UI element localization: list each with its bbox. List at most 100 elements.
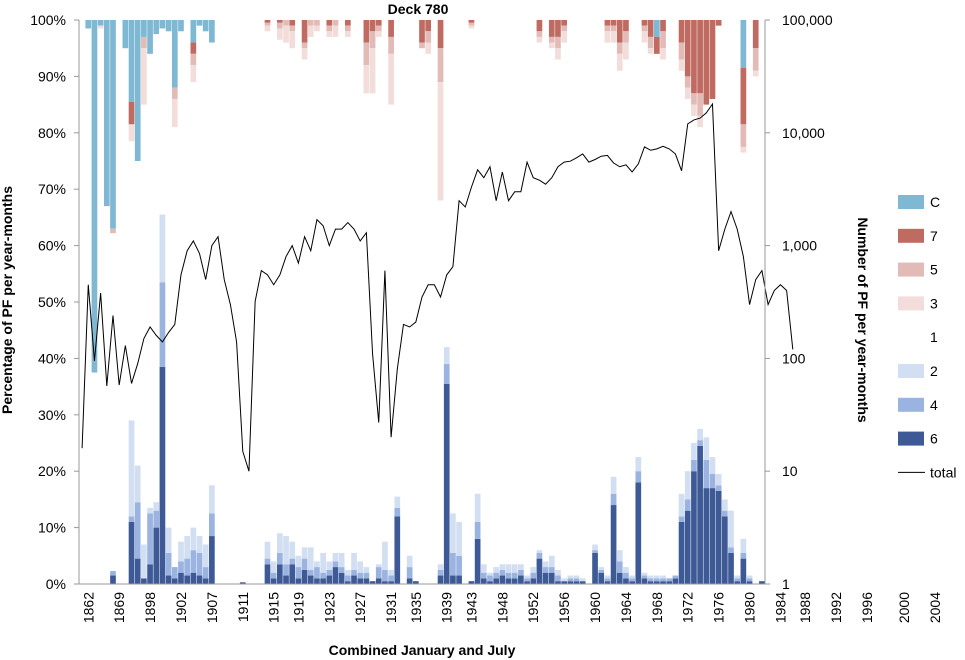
legend-swatch-5 xyxy=(898,262,924,277)
bar-segment-2 xyxy=(196,536,203,553)
bar-segment-6 xyxy=(542,572,549,584)
bar-segment-5 xyxy=(326,25,333,32)
bar-segment-6 xyxy=(369,581,376,584)
x-tick-label: 2004 xyxy=(927,592,943,623)
bar-segment-7 xyxy=(610,20,617,26)
legend-label-total: total xyxy=(930,464,956,480)
legend-swatch-C xyxy=(898,195,924,209)
bar-segment-6 xyxy=(270,578,277,584)
legend-label-4: 4 xyxy=(930,397,938,413)
bar-segment-7 xyxy=(697,20,703,94)
bar-segment-4 xyxy=(499,569,506,576)
bar-segment-C xyxy=(110,20,116,229)
bar-segment-4 xyxy=(382,569,388,582)
bar-segment-4 xyxy=(184,558,190,576)
bar-segment-4 xyxy=(654,578,660,582)
bar-segment-C xyxy=(202,20,209,32)
bar-segment-2 xyxy=(542,561,549,568)
bar-segment-2 xyxy=(209,485,215,514)
bar-segment-3 xyxy=(604,31,611,43)
bar-segment-6 xyxy=(684,510,691,584)
bar-segment-5 xyxy=(555,36,561,49)
bar-segment-2 xyxy=(344,569,351,576)
bar-segment-2 xyxy=(579,578,586,582)
bar-segment-6 xyxy=(505,578,512,584)
bar-segment-2 xyxy=(141,544,147,579)
bar-segment-3 xyxy=(548,42,555,49)
bar-segment-4 xyxy=(709,474,716,489)
bar-segment-5 xyxy=(561,25,567,32)
bar-segment-5 xyxy=(548,36,555,43)
bar-segment-4 xyxy=(746,578,753,582)
bar-segment-2 xyxy=(307,547,314,570)
bar-segment-3 xyxy=(363,65,370,94)
x-tick-label: 1996 xyxy=(859,592,875,623)
bar-segment-5 xyxy=(190,53,197,66)
bar-segment-2 xyxy=(548,555,555,568)
bar-segment-4 xyxy=(542,567,549,573)
bar-segment-2 xyxy=(499,564,506,570)
bar-segment-3 xyxy=(536,36,543,43)
bar-segment-4 xyxy=(320,572,326,579)
x-tick-label: 1952 xyxy=(525,592,541,623)
bar-segment-5 xyxy=(344,25,351,32)
bar-segment-2 xyxy=(202,544,209,568)
bar-segment-6 xyxy=(332,567,339,584)
bar-segment-2 xyxy=(147,507,153,514)
left-tick-label: 10% xyxy=(38,520,66,536)
bar-segment-7 xyxy=(264,20,271,23)
bar-segment-3 xyxy=(369,48,376,94)
bar-segment-7 xyxy=(740,67,747,125)
bar-segment-6 xyxy=(555,581,561,584)
bar-segment-2 xyxy=(332,552,339,562)
bar-segment-5 xyxy=(641,25,648,32)
bar-segment-4 xyxy=(684,499,691,511)
bar-segment-4 xyxy=(480,572,487,579)
legend-label-6: 6 xyxy=(930,431,938,447)
bar-segment-4 xyxy=(153,510,160,528)
bar-segment-6 xyxy=(141,578,147,584)
bar-segment-4 xyxy=(641,575,648,579)
bar-segment-7 xyxy=(277,20,283,23)
x-tick-label: 1927 xyxy=(352,592,368,623)
x-tick-label: 1980 xyxy=(742,592,758,623)
bar-segment-6 xyxy=(709,488,716,584)
bar-segment-4 xyxy=(406,567,413,579)
bar-segment-4 xyxy=(147,513,153,565)
bar-segment-6 xyxy=(666,581,673,584)
bar-segment-4 xyxy=(728,547,734,553)
bar-segment-7 xyxy=(437,20,444,49)
left-tick-label: 40% xyxy=(38,350,66,366)
bar-segment-3 xyxy=(289,31,296,49)
bar-segment-3 xyxy=(190,65,197,83)
bar-segment-4 xyxy=(388,575,394,582)
bar-segment-3 xyxy=(660,48,666,60)
bar-segment-C xyxy=(141,20,147,37)
bar-segment-6 xyxy=(437,575,444,584)
bar-segment-2 xyxy=(536,550,543,553)
bar-segment-2 xyxy=(314,561,320,568)
bar-segment-5 xyxy=(264,22,271,26)
bar-segment-4 xyxy=(295,567,302,579)
bar-segment-2 xyxy=(715,474,722,486)
legend-label-C: C xyxy=(930,194,940,210)
bar-segment-6 xyxy=(672,578,679,584)
bar-segment-3 xyxy=(388,53,394,105)
bar-segment-3 xyxy=(171,98,178,128)
bar-segment-3 xyxy=(684,87,691,99)
bar-segment-6 xyxy=(147,564,153,584)
bar-segment-7 xyxy=(555,20,561,37)
bar-segment-5 xyxy=(616,42,623,54)
bar-segment-7 xyxy=(363,20,370,43)
bar-segment-7 xyxy=(369,20,376,32)
bar-segment-7 xyxy=(660,20,666,32)
bar-segment-2 xyxy=(159,214,166,283)
bar-segment-7 xyxy=(536,20,543,32)
bar-segment-7 xyxy=(684,20,691,77)
bar-segment-4 xyxy=(703,459,710,489)
bar-segment-2 xyxy=(134,465,141,503)
bar-segment-5 xyxy=(660,31,666,49)
bar-segment-5 xyxy=(369,31,376,49)
bar-segment-2 xyxy=(592,544,598,551)
bar-segment-3 xyxy=(314,25,320,32)
